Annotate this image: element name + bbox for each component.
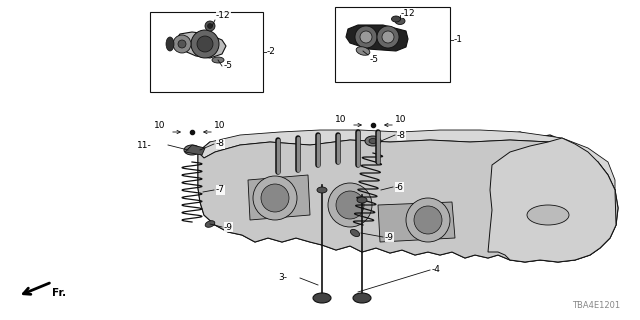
Circle shape (377, 26, 399, 48)
Text: 3-: 3- (278, 274, 287, 283)
Ellipse shape (365, 136, 381, 146)
Circle shape (261, 184, 289, 212)
Ellipse shape (212, 57, 224, 63)
Polygon shape (198, 130, 615, 190)
Ellipse shape (317, 187, 327, 193)
Text: -5: -5 (370, 54, 379, 63)
Circle shape (197, 36, 213, 52)
Ellipse shape (184, 145, 200, 155)
Circle shape (406, 198, 450, 242)
Polygon shape (198, 132, 618, 262)
Ellipse shape (188, 148, 196, 153)
Circle shape (173, 35, 191, 53)
Polygon shape (172, 32, 226, 58)
Text: TBA4E1201: TBA4E1201 (572, 301, 620, 310)
Ellipse shape (353, 293, 371, 303)
Text: Fr.: Fr. (52, 288, 66, 298)
Text: -9: -9 (224, 222, 233, 231)
Ellipse shape (527, 205, 569, 225)
Text: -8: -8 (216, 140, 225, 148)
Circle shape (253, 176, 297, 220)
Circle shape (205, 21, 215, 31)
Ellipse shape (313, 293, 331, 303)
Bar (150, 12, 263, 92)
Polygon shape (185, 145, 205, 155)
Ellipse shape (351, 229, 360, 236)
Polygon shape (488, 138, 616, 262)
Text: -5: -5 (224, 61, 233, 70)
Ellipse shape (356, 47, 370, 55)
Text: 10: 10 (214, 122, 226, 131)
Text: -1: -1 (454, 35, 463, 44)
Text: 10: 10 (335, 115, 347, 124)
Text: -12: -12 (216, 12, 230, 20)
Text: -8: -8 (397, 131, 406, 140)
Bar (335, 7, 450, 82)
Circle shape (382, 31, 394, 43)
Text: -2: -2 (267, 47, 276, 57)
Polygon shape (198, 140, 618, 262)
Polygon shape (378, 202, 455, 242)
Circle shape (336, 191, 364, 219)
Circle shape (178, 40, 186, 48)
Polygon shape (346, 25, 408, 51)
Ellipse shape (395, 18, 405, 25)
Text: -9: -9 (385, 233, 394, 242)
Text: -7: -7 (216, 186, 225, 195)
Ellipse shape (369, 139, 377, 143)
Polygon shape (248, 175, 310, 220)
Circle shape (414, 206, 442, 234)
Ellipse shape (205, 221, 215, 227)
Ellipse shape (166, 37, 174, 51)
Circle shape (328, 183, 372, 227)
Text: 11-: 11- (137, 140, 152, 149)
Text: -4: -4 (432, 266, 441, 275)
Text: -12: -12 (401, 9, 415, 18)
Text: 10: 10 (396, 115, 407, 124)
Text: -6: -6 (395, 182, 404, 191)
Circle shape (360, 31, 372, 43)
Text: 10: 10 (154, 122, 166, 131)
Ellipse shape (392, 16, 401, 22)
Circle shape (191, 30, 219, 58)
Circle shape (207, 23, 212, 28)
Ellipse shape (357, 197, 367, 203)
Circle shape (355, 26, 377, 48)
